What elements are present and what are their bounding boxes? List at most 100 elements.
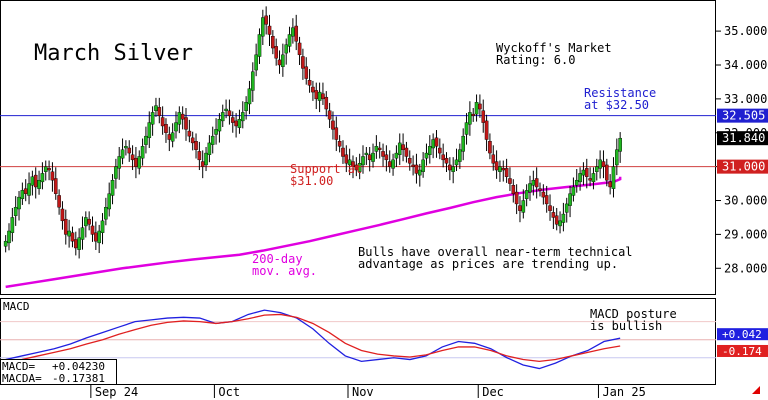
candle-down	[381, 151, 385, 157]
candle-down	[267, 25, 272, 35]
candle-up	[147, 122, 152, 139]
candle-up	[521, 200, 526, 213]
macd-readout-box	[0, 359, 117, 385]
candle-down	[127, 147, 132, 154]
level-lines-layer	[0, 115, 716, 168]
candle-down	[63, 218, 68, 235]
x-tick-label: Jan 25	[602, 385, 645, 399]
candle-down	[187, 130, 192, 137]
macd-value-tag: +0.042	[722, 328, 762, 341]
candle-up	[20, 190, 25, 200]
y-tick-label: 35.000	[724, 24, 767, 38]
candle-down	[554, 215, 559, 225]
x-axis-layer: Sep 24 Oct Nov Dec Jan 25	[90, 384, 646, 399]
support-price-tag-box	[717, 159, 768, 174]
candle-up	[618, 137, 622, 152]
candle-down	[377, 147, 382, 150]
support-price-tag: 31.000	[722, 160, 765, 174]
candle-down	[331, 120, 335, 130]
candle-down	[514, 191, 519, 205]
candle-up	[561, 213, 566, 223]
candle-up	[594, 166, 599, 172]
candle-down	[404, 147, 409, 157]
candle-up	[574, 179, 579, 186]
candle-up	[261, 17, 265, 37]
resistance-price-tag: 32.505	[722, 109, 765, 123]
candle-up	[417, 169, 422, 176]
candle-down	[491, 154, 496, 164]
candle-up	[214, 129, 218, 135]
candle-down	[344, 154, 349, 164]
moving-average-label-line2: mov. avg.	[252, 264, 317, 278]
x-tick-label: Sep 24	[95, 385, 138, 399]
candle-down	[511, 185, 516, 194]
candle-up	[120, 149, 125, 159]
candle-down	[541, 191, 546, 198]
x-tick-label: Nov	[352, 385, 374, 399]
candle-up	[461, 135, 465, 152]
y-tick-label: 34.000	[724, 58, 767, 72]
candle-down	[294, 25, 299, 42]
candle-up	[84, 217, 88, 227]
candle-up	[217, 118, 222, 132]
candle-down	[60, 208, 65, 222]
candle-down	[167, 134, 172, 140]
candle-up	[397, 142, 402, 155]
candle-up	[615, 149, 619, 166]
candle-down	[448, 164, 452, 171]
candle-up	[43, 166, 48, 172]
candle-up	[578, 173, 582, 183]
candle-up	[80, 227, 85, 240]
candle-down	[351, 161, 355, 167]
candle-up	[104, 207, 108, 220]
candle-down	[534, 178, 539, 188]
macd-readout-label: MACD=	[2, 360, 35, 373]
moving-average-layer	[5, 176, 622, 289]
candle-down	[304, 66, 309, 79]
candle-down	[384, 154, 389, 161]
resistance-price-tag-box	[717, 108, 768, 123]
candle-up	[284, 44, 288, 54]
candles-layer	[3, 6, 622, 259]
ma200-line	[5, 176, 622, 289]
candle-up	[498, 166, 502, 172]
candle-up	[67, 230, 71, 237]
candle-up	[254, 54, 258, 71]
macda-line	[5, 313, 621, 363]
macd-lines-layer	[5, 309, 621, 370]
candle-down	[230, 117, 235, 123]
candle-up	[458, 149, 462, 162]
candle-down	[488, 141, 492, 154]
last-price-tag-box	[717, 131, 768, 146]
macd-line	[5, 309, 621, 370]
candle-down	[74, 239, 78, 249]
macda-value-tag: -0.174	[722, 345, 762, 358]
candle-up	[257, 34, 262, 57]
x-tick-label: Dec	[482, 385, 504, 399]
candle-down	[23, 188, 28, 194]
candle-up	[144, 135, 148, 145]
resistance-label-line2: at $32.50	[584, 98, 649, 112]
candle-up	[100, 220, 105, 233]
candle-up	[37, 179, 41, 189]
candle-up	[240, 112, 245, 122]
candle-down	[588, 178, 592, 181]
candle-up	[3, 240, 8, 247]
grid-layer	[0, 321, 716, 359]
last-price-tag: 31.840	[722, 131, 765, 145]
candle-down	[90, 225, 95, 235]
candle-down	[544, 195, 549, 205]
candle-down	[180, 113, 185, 120]
wyckoff-rating-line2: Rating: 6.0	[496, 53, 575, 67]
candle-down	[438, 147, 442, 154]
candle-up	[207, 142, 212, 155]
candle-up	[124, 146, 128, 149]
candle-down	[160, 117, 165, 127]
candle-up	[110, 179, 115, 196]
candle-up	[220, 112, 225, 122]
candle-down	[504, 168, 509, 177]
candle-up	[598, 159, 602, 169]
candle-up	[17, 196, 21, 210]
candle-down	[301, 56, 305, 69]
